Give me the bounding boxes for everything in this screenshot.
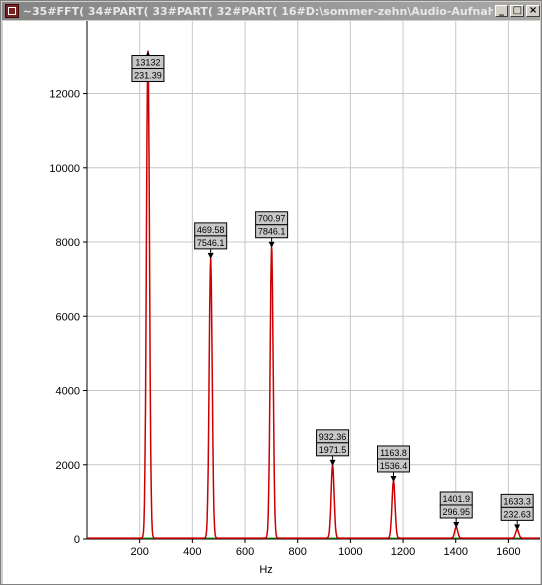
- peak-marker: [329, 459, 336, 466]
- x-tick-label: 1600: [496, 546, 520, 558]
- chart-area: 200 400 600 800 1000 1200 1400 1600 0 2000 4000 600…: [3, 21, 540, 584]
- y-tick-label: 4000: [56, 386, 80, 398]
- peak-label-bottom: 1971.5: [319, 445, 347, 455]
- peak-label-top: 13132: [135, 58, 160, 68]
- y-tick-label: 10000: [49, 163, 80, 175]
- peak-label-box-bottom: [439, 504, 473, 519]
- y-tick-label: 0: [74, 534, 80, 546]
- peak-label-top: 1633.3: [503, 496, 531, 506]
- peak-marker: [514, 524, 521, 531]
- spectrum-chart: 200 400 600 800 1000 1200 1400 1600 0 2000 4000 600…: [49, 21, 540, 576]
- peak-label-top: 1163.8: [380, 448, 407, 458]
- peak-label-bottom: 231.39: [134, 71, 162, 81]
- y-tick-label: 8000: [56, 237, 80, 249]
- title-bar[interactable]: ~35#FFT( 34#PART( 33#PART( 32#PART( 16#D…: [2, 2, 541, 20]
- y-tick-label: 2000: [56, 460, 80, 472]
- peak-label-top: 469.58: [197, 225, 225, 235]
- peak-label-bottom: 296.95: [442, 507, 470, 517]
- app-icon[interactable]: [5, 4, 19, 18]
- x-tick-label: 600: [236, 546, 254, 558]
- x-tick-label: 400: [183, 546, 201, 558]
- peak-label-box-bottom: [194, 235, 228, 250]
- peak-label-box-bottom: [255, 224, 289, 239]
- maximize-button[interactable]: □: [510, 5, 525, 17]
- peak-label-bottom: 7546.1: [197, 238, 225, 248]
- peak-label-top: 932.36: [319, 432, 347, 442]
- peak-marker: [453, 521, 460, 528]
- peak-label-top: 1401.9: [442, 494, 470, 504]
- peak-label-bottom: 1536.4: [380, 461, 408, 471]
- peak-label-box-bottom: [316, 442, 350, 457]
- peak-label-top: 700.97: [258, 214, 286, 224]
- peak-label-bottom: 7846.1: [258, 227, 286, 237]
- x-tick-label: 200: [130, 546, 148, 558]
- peak-label-bottom: 232.63: [503, 509, 531, 519]
- spectrum-trace: [87, 50, 540, 539]
- x-tick-label: 1200: [391, 546, 415, 558]
- peak-marker: [390, 475, 397, 482]
- close-button[interactable]: ×: [526, 5, 541, 17]
- window-title: ~35#FFT( 34#PART( 33#PART( 32#PART( 16#D…: [22, 4, 493, 18]
- x-tick-label: 1000: [338, 546, 362, 558]
- peak-marker: [207, 252, 214, 259]
- peak-label-box-bottom: [500, 506, 534, 521]
- y-tick-label: 12000: [49, 89, 80, 101]
- peak-label-box-bottom: [131, 68, 165, 83]
- y-tick-label: 6000: [56, 311, 80, 323]
- peak-marker: [268, 241, 275, 248]
- peak-label-box-bottom: [377, 458, 411, 473]
- x-tick-label: 1400: [443, 546, 467, 558]
- x-tick-label: 800: [289, 546, 307, 558]
- minimize-button[interactable]: _: [494, 5, 509, 17]
- x-axis-label: Hz: [259, 564, 272, 576]
